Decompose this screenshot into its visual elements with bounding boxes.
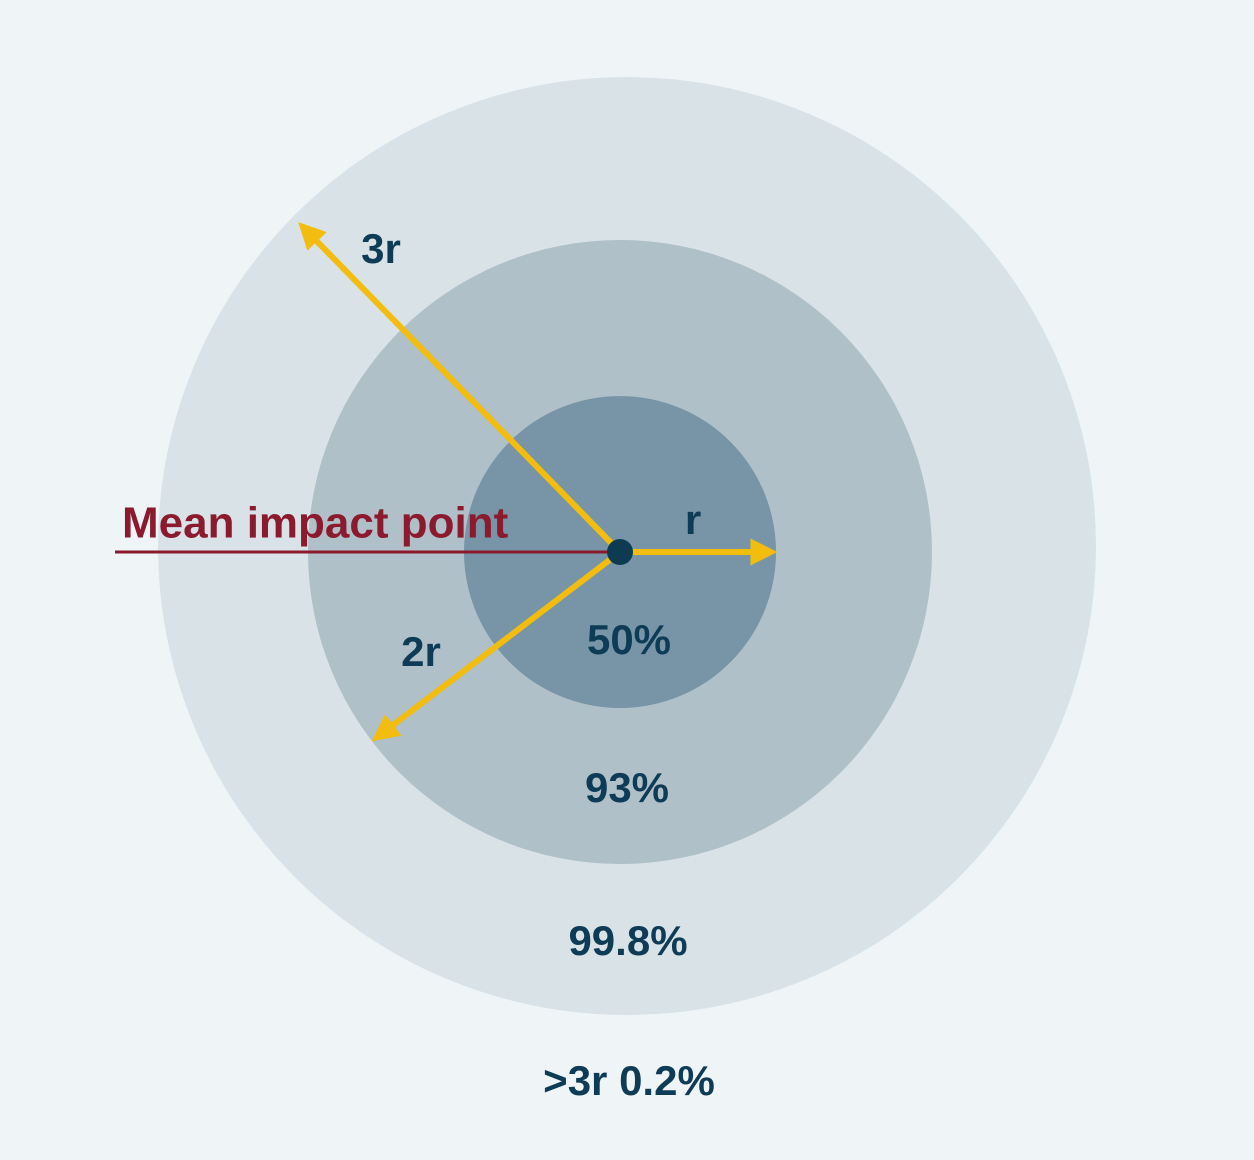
label-3r: 3r <box>361 225 401 272</box>
label-2r: 2r <box>401 628 441 675</box>
arrow-3r <box>298 222 623 555</box>
zone-inner: 50% <box>587 616 671 663</box>
zone-outer: 99.8% <box>568 917 687 964</box>
mean-impact-label: Mean impact point <box>122 499 509 548</box>
center-point <box>607 539 633 565</box>
label-r: r <box>685 496 701 543</box>
zone-beyond: >3r 0.2% <box>543 1057 715 1104</box>
zone-middle: 93% <box>585 764 669 811</box>
arrow-2r <box>371 549 622 742</box>
